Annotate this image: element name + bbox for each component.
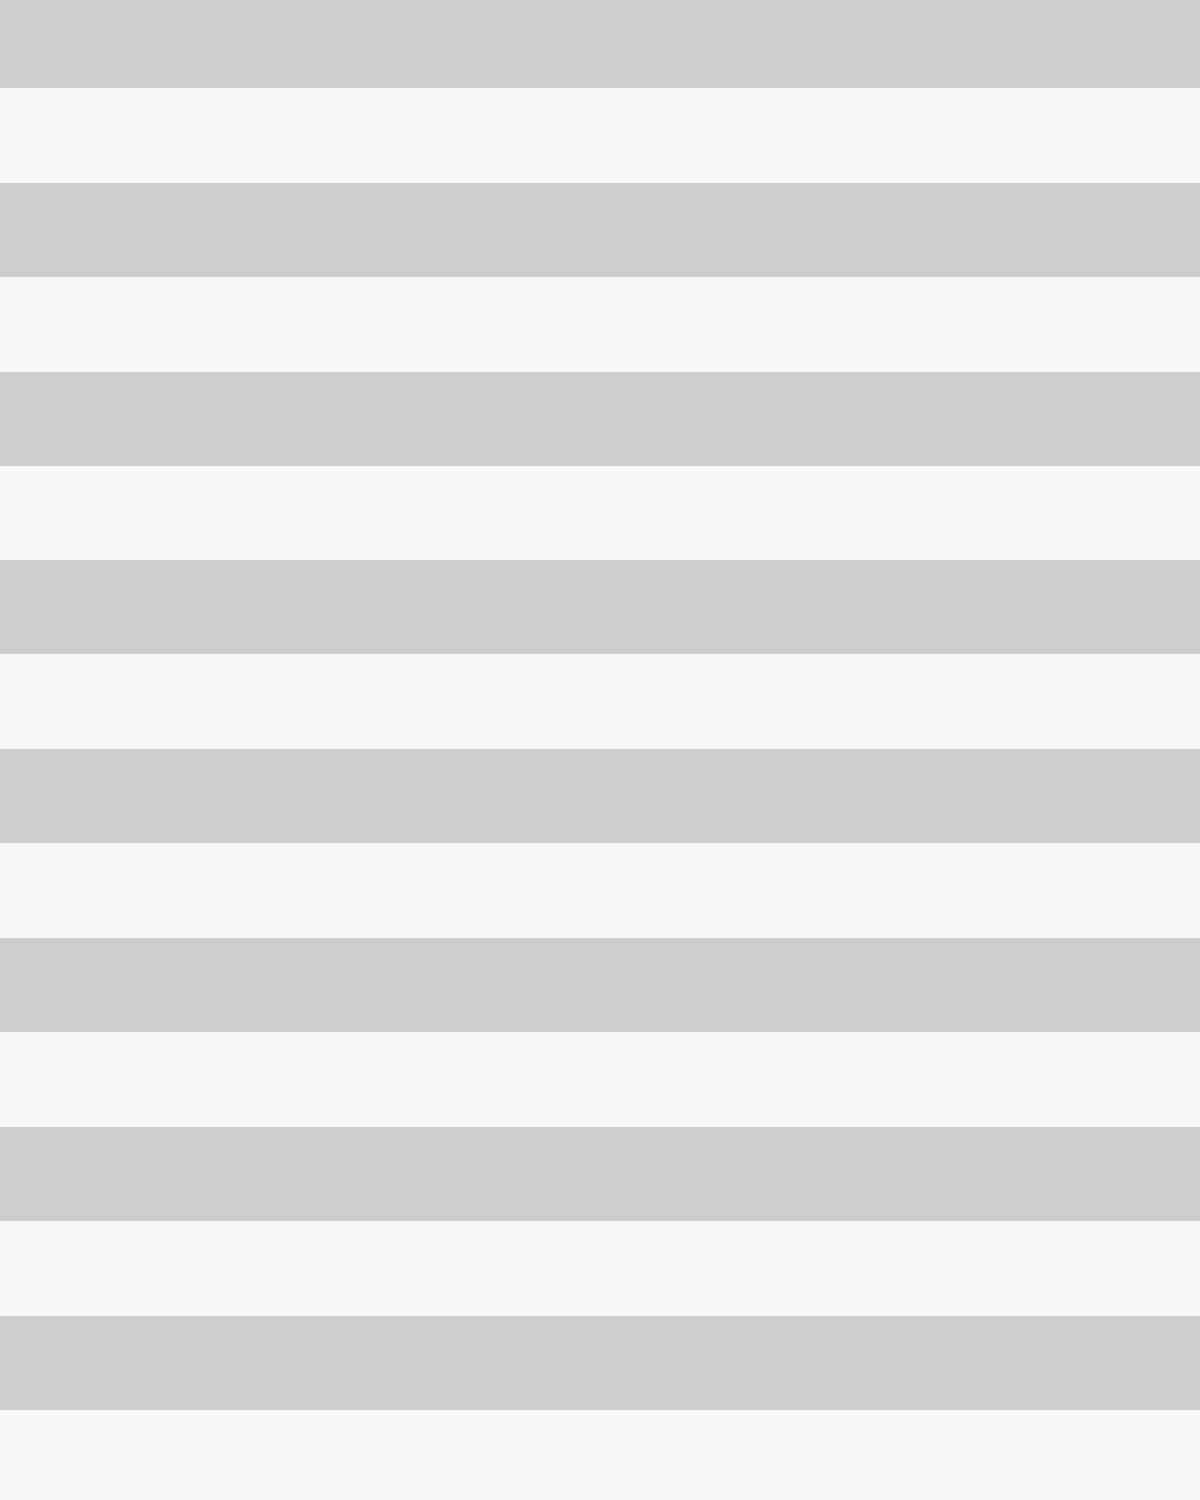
- stripe: [0, 372, 1200, 466]
- stripe: [0, 749, 1200, 843]
- stripe: [0, 560, 1200, 654]
- stripe: [0, 938, 1200, 1032]
- stripe: [0, 1127, 1200, 1221]
- stripe: [0, 0, 1200, 88]
- stripe: [0, 183, 1200, 277]
- stripe: [0, 1316, 1200, 1410]
